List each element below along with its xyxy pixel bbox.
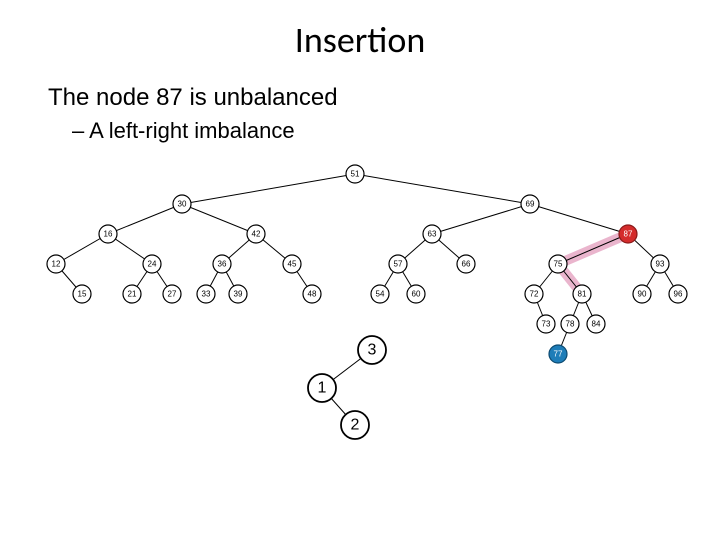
page-title: Insertion	[0, 18, 720, 62]
tree-node-27: 27	[163, 285, 181, 303]
subtitle: The node 87 is unbalanced	[48, 84, 720, 112]
tree-node-16: 16	[99, 225, 117, 243]
svg-text:21: 21	[128, 290, 137, 299]
svg-text:63: 63	[428, 230, 437, 239]
tree-node-73: 73	[537, 315, 555, 333]
svg-text:93: 93	[656, 260, 665, 269]
svg-text:87: 87	[624, 230, 633, 239]
svg-text:66: 66	[462, 260, 471, 269]
tree-node-39: 39	[229, 285, 247, 303]
small-tree-diagram: 3 1 2	[280, 332, 430, 452]
tree-node-21: 21	[123, 285, 141, 303]
tree-node-90: 90	[633, 285, 651, 303]
svg-text:1: 1	[318, 380, 327, 397]
bullet: – A left-right imbalance	[72, 118, 720, 144]
svg-text:60: 60	[412, 290, 421, 299]
tree-node-2: 2	[341, 411, 369, 439]
tree-node-51: 51	[346, 165, 364, 183]
tree-node-3: 3	[358, 336, 386, 364]
svg-text:81: 81	[578, 290, 587, 299]
tree-node-15: 15	[73, 285, 91, 303]
tree-node-69: 69	[521, 195, 539, 213]
svg-text:3: 3	[368, 342, 377, 359]
tree-node-87: 87	[619, 225, 637, 243]
svg-text:69: 69	[526, 200, 535, 209]
svg-text:2: 2	[351, 417, 360, 434]
tree-node-84: 84	[587, 315, 605, 333]
tree-node-81: 81	[573, 285, 591, 303]
svg-text:30: 30	[178, 200, 187, 209]
tree-node-96: 96	[669, 285, 687, 303]
tree-node-93: 93	[651, 255, 669, 273]
svg-text:12: 12	[52, 260, 61, 269]
svg-text:75: 75	[554, 260, 563, 269]
tree-node-63: 63	[423, 225, 441, 243]
svg-text:96: 96	[674, 290, 683, 299]
svg-text:24: 24	[148, 260, 157, 269]
tree-node-48: 48	[303, 285, 321, 303]
tree-node-12: 12	[47, 255, 65, 273]
svg-text:45: 45	[288, 260, 297, 269]
svg-text:27: 27	[168, 290, 177, 299]
tree-node-36: 36	[213, 255, 231, 273]
tree-node-57: 57	[389, 255, 407, 273]
svg-text:15: 15	[78, 290, 87, 299]
svg-text:73: 73	[542, 320, 551, 329]
tree-node-24: 24	[143, 255, 161, 273]
svg-text:57: 57	[394, 260, 403, 269]
svg-text:48: 48	[308, 290, 317, 299]
svg-text:77: 77	[554, 350, 563, 359]
svg-text:51: 51	[351, 170, 360, 179]
tree-node-78: 78	[561, 315, 579, 333]
tree-node-72: 72	[525, 285, 543, 303]
tree-node-33: 33	[197, 285, 215, 303]
tree-node-75: 75	[549, 255, 567, 273]
svg-text:16: 16	[104, 230, 113, 239]
svg-text:72: 72	[530, 290, 539, 299]
svg-text:90: 90	[638, 290, 647, 299]
svg-text:84: 84	[592, 320, 601, 329]
tree-node-77: 77	[549, 345, 567, 363]
tree-node-1: 1	[308, 374, 336, 402]
tree-node-66: 66	[457, 255, 475, 273]
svg-text:33: 33	[202, 290, 211, 299]
svg-text:78: 78	[566, 320, 575, 329]
tree-node-45: 45	[283, 255, 301, 273]
svg-text:39: 39	[234, 290, 243, 299]
svg-text:36: 36	[218, 260, 227, 269]
tree-node-30: 30	[173, 195, 191, 213]
svg-text:42: 42	[252, 230, 261, 239]
tree-node-60: 60	[407, 285, 425, 303]
tree-node-54: 54	[371, 285, 389, 303]
tree-node-42: 42	[247, 225, 265, 243]
svg-text:54: 54	[376, 290, 385, 299]
